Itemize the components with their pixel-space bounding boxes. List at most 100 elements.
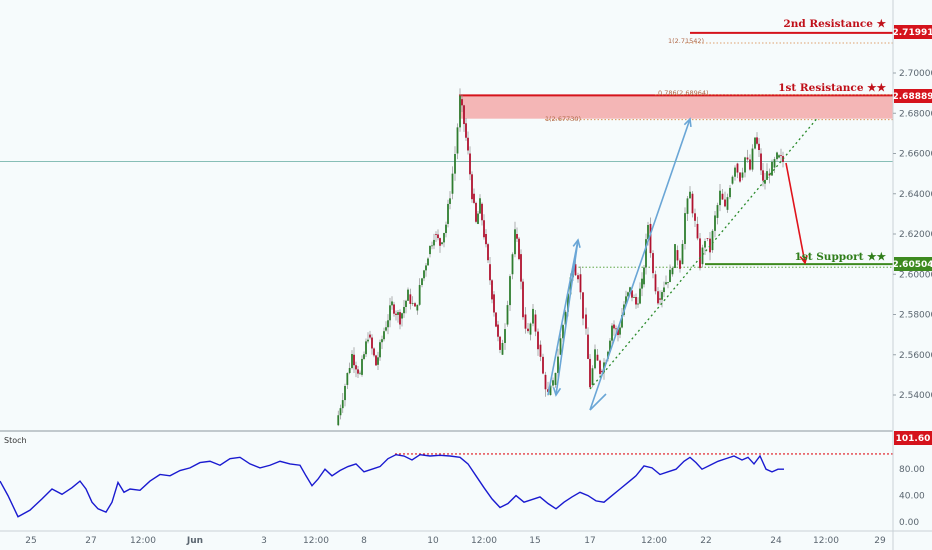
price-tick-label: 2.68000: [899, 109, 932, 119]
candle-body: [454, 154, 456, 174]
time-tick-label: 29: [874, 536, 886, 546]
candle-body: [363, 354, 365, 359]
candle-body: [473, 193, 475, 203]
candle-body: [599, 360, 601, 374]
time-tick-label: 12:00: [813, 536, 839, 546]
candle-body: [431, 245, 433, 247]
candle-body: [574, 264, 577, 276]
candle-body: [741, 172, 744, 178]
candle-body: [601, 370, 603, 373]
stoch-tag: 101.60: [896, 434, 931, 444]
candle-body: [729, 187, 731, 198]
candle-body: [569, 277, 572, 295]
candle-body: [704, 241, 706, 248]
projection-arrow-up-2: [589, 118, 691, 411]
stoch-line: [0, 453, 784, 518]
time-axis[interactable]: 25 27 12:00 Jun 3 12:00 8 10 12:00 15 17 12:00 22 24 1…: [0, 530, 932, 546]
candle-body: [552, 380, 554, 386]
candle-body: [475, 202, 477, 222]
candle-body: [459, 95, 461, 128]
candle-body: [351, 354, 353, 369]
time-tick-label: 3: [261, 536, 267, 546]
candle-body: [520, 254, 522, 282]
candle-body: [773, 159, 776, 168]
candle-body: [746, 157, 749, 160]
candle-body: [766, 171, 768, 180]
candle-body: [639, 288, 641, 304]
candle-body: [399, 312, 401, 325]
candle-body: [635, 297, 637, 305]
candle-body: [762, 170, 764, 181]
candle-body: [411, 303, 414, 304]
price-axis[interactable]: 2.70000 2.68000 2.66000 2.64000 2.62000 2.600…: [892, 0, 932, 550]
candle-body: [491, 280, 493, 300]
candle-body: [495, 312, 497, 327]
candle-body: [451, 173, 454, 194]
annotations: [547, 116, 819, 411]
projection-tick: [589, 393, 607, 411]
time-tick-label: 12:00: [303, 536, 329, 546]
candle-body: [509, 276, 511, 306]
candle-body: [414, 303, 416, 307]
candle-body: [674, 244, 676, 268]
candle-body: [385, 327, 387, 331]
candle-body: [379, 342, 381, 358]
candle-body: [534, 314, 537, 332]
candle-body: [633, 297, 635, 298]
time-tick-label: Jun: [186, 536, 203, 546]
resistance1-label: 1st Resistance ★★: [778, 82, 886, 94]
candle-body: [397, 312, 399, 315]
candle-body: [409, 294, 412, 304]
candle-body: [596, 354, 599, 361]
candle-body: [671, 267, 674, 275]
candle-body: [367, 339, 369, 342]
resistance-zone-rect: [459, 95, 893, 119]
time-tick-label: 15: [529, 536, 540, 546]
candle-body: [485, 234, 487, 245]
candle-body: [437, 234, 439, 239]
candle-body: [421, 278, 423, 286]
price-tick-label: 2.66000: [899, 150, 932, 160]
candle-body: [481, 203, 483, 221]
candle-body: [348, 368, 351, 373]
candle-body: [375, 355, 377, 366]
candle-body: [463, 105, 465, 125]
time-tick-label: 8: [361, 536, 367, 546]
candle-body: [483, 220, 485, 238]
price-tick-label: 2.60000: [899, 270, 932, 280]
candle-body: [579, 274, 582, 293]
fib-label-2: 0.786(2.68964): [658, 89, 709, 97]
candle-body: [676, 250, 679, 261]
candle-body: [699, 238, 701, 269]
candle-body: [471, 174, 473, 200]
candle-body: [665, 282, 667, 285]
price-tag-r1: 2.68889: [893, 92, 932, 102]
candle-body: [504, 329, 506, 343]
candle-body: [389, 305, 391, 321]
projection-arrow-down-1: [555, 239, 579, 396]
candle-body: [449, 198, 451, 204]
candle-body: [353, 354, 355, 366]
ascending-trendline: [589, 116, 819, 390]
candle-body: [764, 179, 766, 184]
support1-label: 1st Support ★★: [795, 251, 887, 263]
candle-body: [609, 340, 611, 352]
candle-body: [760, 153, 762, 171]
candle-body: [544, 374, 547, 390]
candle-body: [443, 233, 445, 243]
candle-body: [613, 324, 615, 329]
candle-body: [514, 229, 516, 255]
resistance-zone: [459, 95, 893, 119]
candle-body: [393, 304, 395, 314]
candle-body: [487, 244, 489, 261]
candle-body: [427, 258, 429, 266]
candle-body: [407, 289, 409, 301]
candle-body: [654, 274, 657, 292]
candle-body: [667, 282, 669, 283]
candle-body: [423, 270, 425, 279]
candle-body: [518, 238, 520, 260]
candle-body: [589, 358, 591, 388]
candle-body: [559, 338, 562, 355]
candle-body: [637, 303, 639, 305]
